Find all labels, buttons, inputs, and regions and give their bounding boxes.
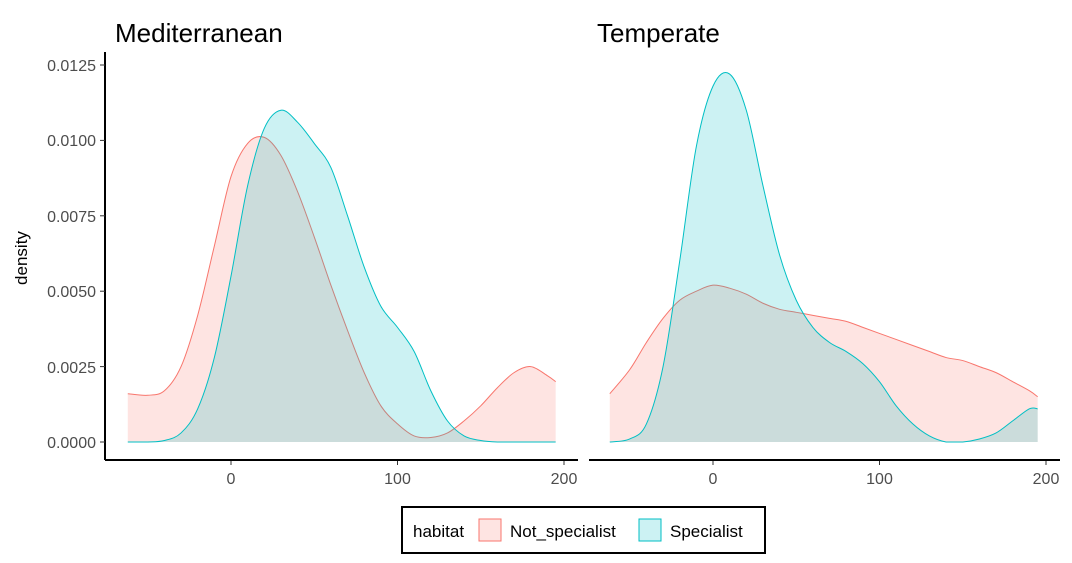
x-tick-label: 200 <box>551 471 578 488</box>
x-tick-label: 0 <box>227 471 236 488</box>
x-tick-label: 0 <box>709 471 718 488</box>
density-line-not-specialist <box>609 284 1038 398</box>
x-tick-label: 100 <box>866 471 893 488</box>
panel-temperate <box>609 72 1038 443</box>
x-tick-label: 100 <box>384 471 411 488</box>
legend-label-not-specialist: Not_specialist <box>510 522 616 541</box>
facet-title-mediterranean: Mediterranean <box>115 18 283 48</box>
density-line-specialist <box>609 72 1038 443</box>
x-tick-label: 200 <box>1033 471 1060 488</box>
y-tick-label: 0.0100 <box>47 133 96 150</box>
y-tick-label: 0.0125 <box>47 58 96 75</box>
legend-key-not-specialist <box>478 518 502 542</box>
legend-label-specialist: Specialist <box>670 522 743 541</box>
density-area-not-specialist <box>609 285 1038 442</box>
y-tick-label: 0.0025 <box>47 360 96 377</box>
axes: 0 100 200 0 100 200 <box>100 52 1060 488</box>
legend-box <box>401 506 766 554</box>
density-line-specialist <box>127 109 556 443</box>
y-tick-label: 0.0075 <box>47 209 96 226</box>
y-tick-label: 0.0050 <box>47 284 96 301</box>
density-area-specialist <box>127 110 556 443</box>
legend-key-specialist <box>638 518 662 542</box>
y-axis-title: density <box>12 231 31 285</box>
y-tick-label: 0.0000 <box>47 435 96 452</box>
density-line-not-specialist <box>127 136 556 439</box>
density-area-specialist <box>609 72 1038 442</box>
legend: habitat Not_specialist Specialist <box>401 506 766 554</box>
y-tick-labels: 0.0000 0.0025 0.0050 0.0075 0.0100 0.012… <box>47 58 96 452</box>
panel-mediterranean <box>127 109 556 443</box>
density-area-not-specialist <box>127 136 556 442</box>
legend-title: habitat <box>413 522 464 541</box>
facet-title-temperate: Temperate <box>597 18 720 48</box>
